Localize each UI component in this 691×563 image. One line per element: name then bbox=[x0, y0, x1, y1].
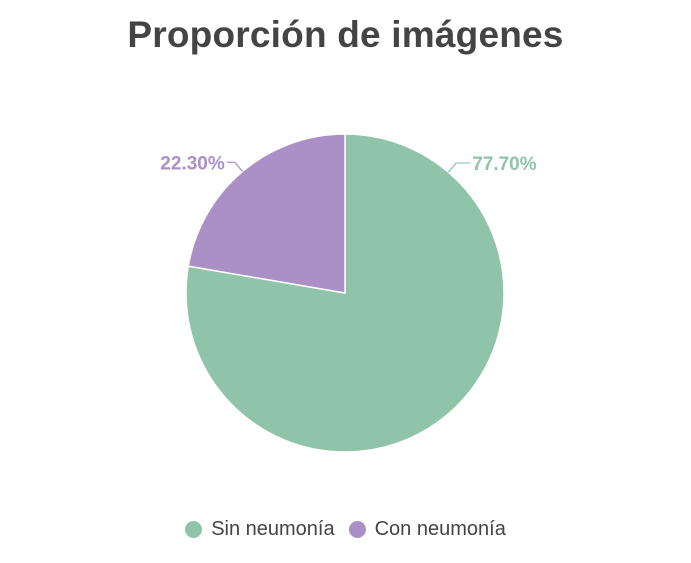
pie-slice-con-neumonia[interactable] bbox=[187, 133, 346, 294]
legend-label-con-neumonia: Con neumonía bbox=[374, 518, 506, 540]
leader-line-sin-neumonia bbox=[447, 162, 471, 173]
legend-swatch-con-neumonia bbox=[348, 521, 366, 538]
chart-legend: Sin neumonía Con neumonía bbox=[0, 518, 691, 541]
legend-label-sin-neumonia: Sin neumonía bbox=[211, 518, 335, 540]
data-label-sin-neumonia: 77.70% bbox=[472, 154, 537, 175]
leader-line-con-neumonia bbox=[226, 161, 243, 172]
legend-swatch-sin-neumonia bbox=[185, 521, 203, 538]
chart-title: Proporción de imágenes bbox=[127, 14, 564, 55]
legend-item-con-neumonia[interactable]: Con neumonía bbox=[348, 518, 506, 541]
data-label-con-neumonia: 22.30% bbox=[160, 153, 225, 174]
legend-item-sin-neumonia[interactable]: Sin neumonía bbox=[185, 518, 335, 541]
